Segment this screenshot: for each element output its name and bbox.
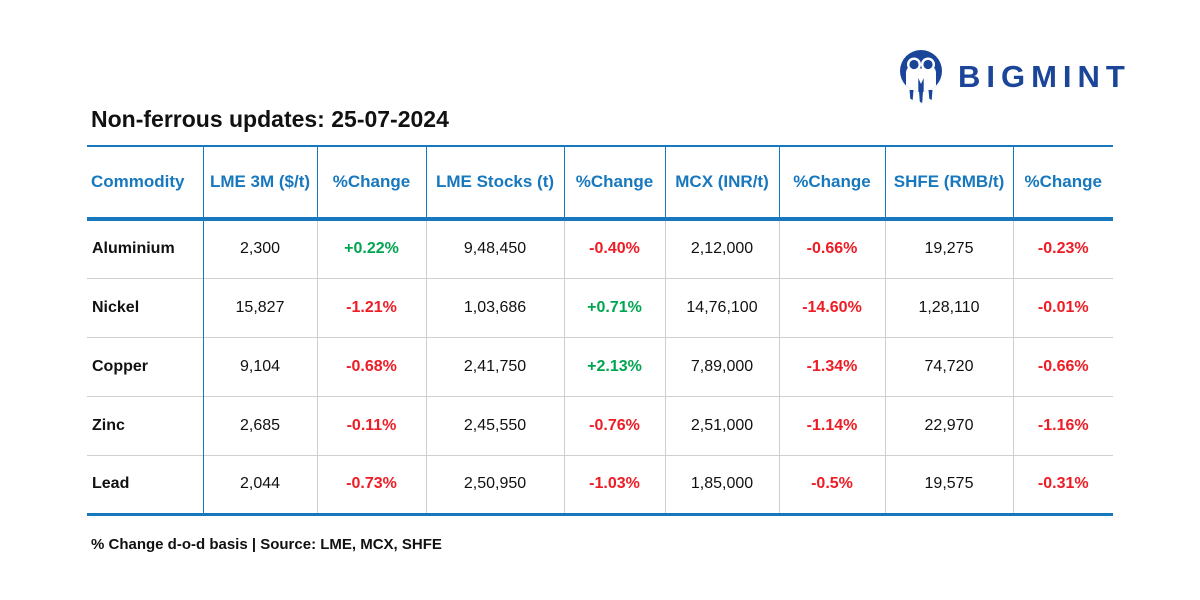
commodity-cell: Copper	[87, 336, 204, 396]
value-cell: 2,044	[203, 454, 317, 516]
value-cell: 74,720	[884, 336, 1013, 396]
change-cell: -0.23%	[1012, 219, 1113, 278]
change-cell: +2.13%	[563, 336, 665, 396]
value-cell: 2,12,000	[664, 219, 779, 278]
col-header-lme-stocks: LME Stocks (t)	[425, 145, 564, 221]
value-cell: 15,827	[203, 277, 317, 337]
value-cell: 1,03,686	[425, 277, 564, 337]
change-cell: -1.34%	[778, 336, 885, 396]
change-cell: -0.66%	[778, 219, 885, 278]
change-cell: -1.03%	[563, 454, 665, 516]
col-header-shfe: SHFE (RMB/t)	[884, 145, 1013, 221]
value-cell: 9,104	[203, 336, 317, 396]
change-cell: -1.14%	[778, 395, 885, 455]
change-cell: -0.31%	[1012, 454, 1113, 516]
brand-name: BIGMINT	[958, 58, 1131, 94]
commodity-cell: Zinc	[87, 395, 204, 455]
change-cell: -0.01%	[1012, 277, 1113, 337]
brand-logo: BIGMINT	[896, 48, 1131, 104]
value-cell: 1,28,110	[884, 277, 1013, 337]
change-cell: -0.68%	[316, 336, 426, 396]
value-cell: 19,275	[884, 219, 1013, 278]
commodity-cell: Lead	[87, 454, 204, 516]
commodity-table: Commodity LME 3M ($/t) %Change LME Stock…	[87, 145, 1113, 516]
change-cell: -14.60%	[778, 277, 885, 337]
table-row-aluminium: Aluminium 2,300 +0.22% 9,48,450 -0.40% 2…	[87, 219, 1113, 278]
value-cell: 2,685	[203, 395, 317, 455]
bigmint-people-icon	[900, 50, 942, 103]
col-header-commodity: Commodity	[87, 145, 203, 221]
change-cell: -0.73%	[316, 454, 426, 516]
col-header-shfe-change: %Change	[1012, 145, 1113, 221]
col-header-lme-stocks-change: %Change	[563, 145, 665, 221]
value-cell: 2,45,550	[425, 395, 564, 455]
col-header-mcx: MCX (INR/t)	[664, 145, 779, 221]
col-header-lme-3m-change: %Change	[316, 145, 426, 221]
value-cell: 9,48,450	[425, 219, 564, 278]
change-cell: -0.66%	[1012, 336, 1113, 396]
change-cell: +0.22%	[316, 219, 426, 278]
change-cell: +0.71%	[563, 277, 665, 337]
change-cell: -0.11%	[316, 395, 426, 455]
value-cell: 2,50,950	[425, 454, 564, 516]
commodity-table-wrap: Commodity LME 3M ($/t) %Change LME Stock…	[87, 145, 1113, 516]
col-header-lme-3m: LME 3M ($/t)	[202, 145, 317, 221]
table-row-zinc: Zinc 2,685 -0.11% 2,45,550 -0.76% 2,51,0…	[87, 395, 1113, 455]
value-cell: 2,300	[203, 219, 317, 278]
value-cell: 7,89,000	[664, 336, 779, 396]
value-cell: 22,970	[884, 395, 1013, 455]
value-cell: 14,76,100	[664, 277, 779, 337]
table-row-nickel: Nickel 15,827 -1.21% 1,03,686 +0.71% 14,…	[87, 277, 1113, 337]
value-cell: 2,41,750	[425, 336, 564, 396]
col-header-mcx-change: %Change	[778, 145, 885, 221]
value-cell: 1,85,000	[664, 454, 779, 516]
change-cell: -0.5%	[778, 454, 885, 516]
footnote: % Change d-o-d basis | Source: LME, MCX,…	[91, 536, 442, 553]
page-title: Non-ferrous updates: 25-07-2024	[91, 106, 449, 132]
change-cell: -1.21%	[316, 277, 426, 337]
value-cell: 2,51,000	[664, 395, 779, 455]
change-cell: -0.76%	[563, 395, 665, 455]
table-row-copper: Copper 9,104 -0.68% 2,41,750 +2.13% 7,89…	[87, 336, 1113, 396]
change-cell: -1.16%	[1012, 395, 1113, 455]
header-row: Commodity LME 3M ($/t) %Change LME Stock…	[87, 145, 1113, 221]
table-row-lead: Lead 2,044 -0.73% 2,50,950 -1.03% 1,85,0…	[87, 454, 1113, 516]
change-cell: -0.40%	[563, 219, 665, 278]
commodity-cell: Aluminium	[87, 219, 204, 278]
commodity-cell: Nickel	[87, 277, 204, 337]
value-cell: 19,575	[884, 454, 1013, 516]
